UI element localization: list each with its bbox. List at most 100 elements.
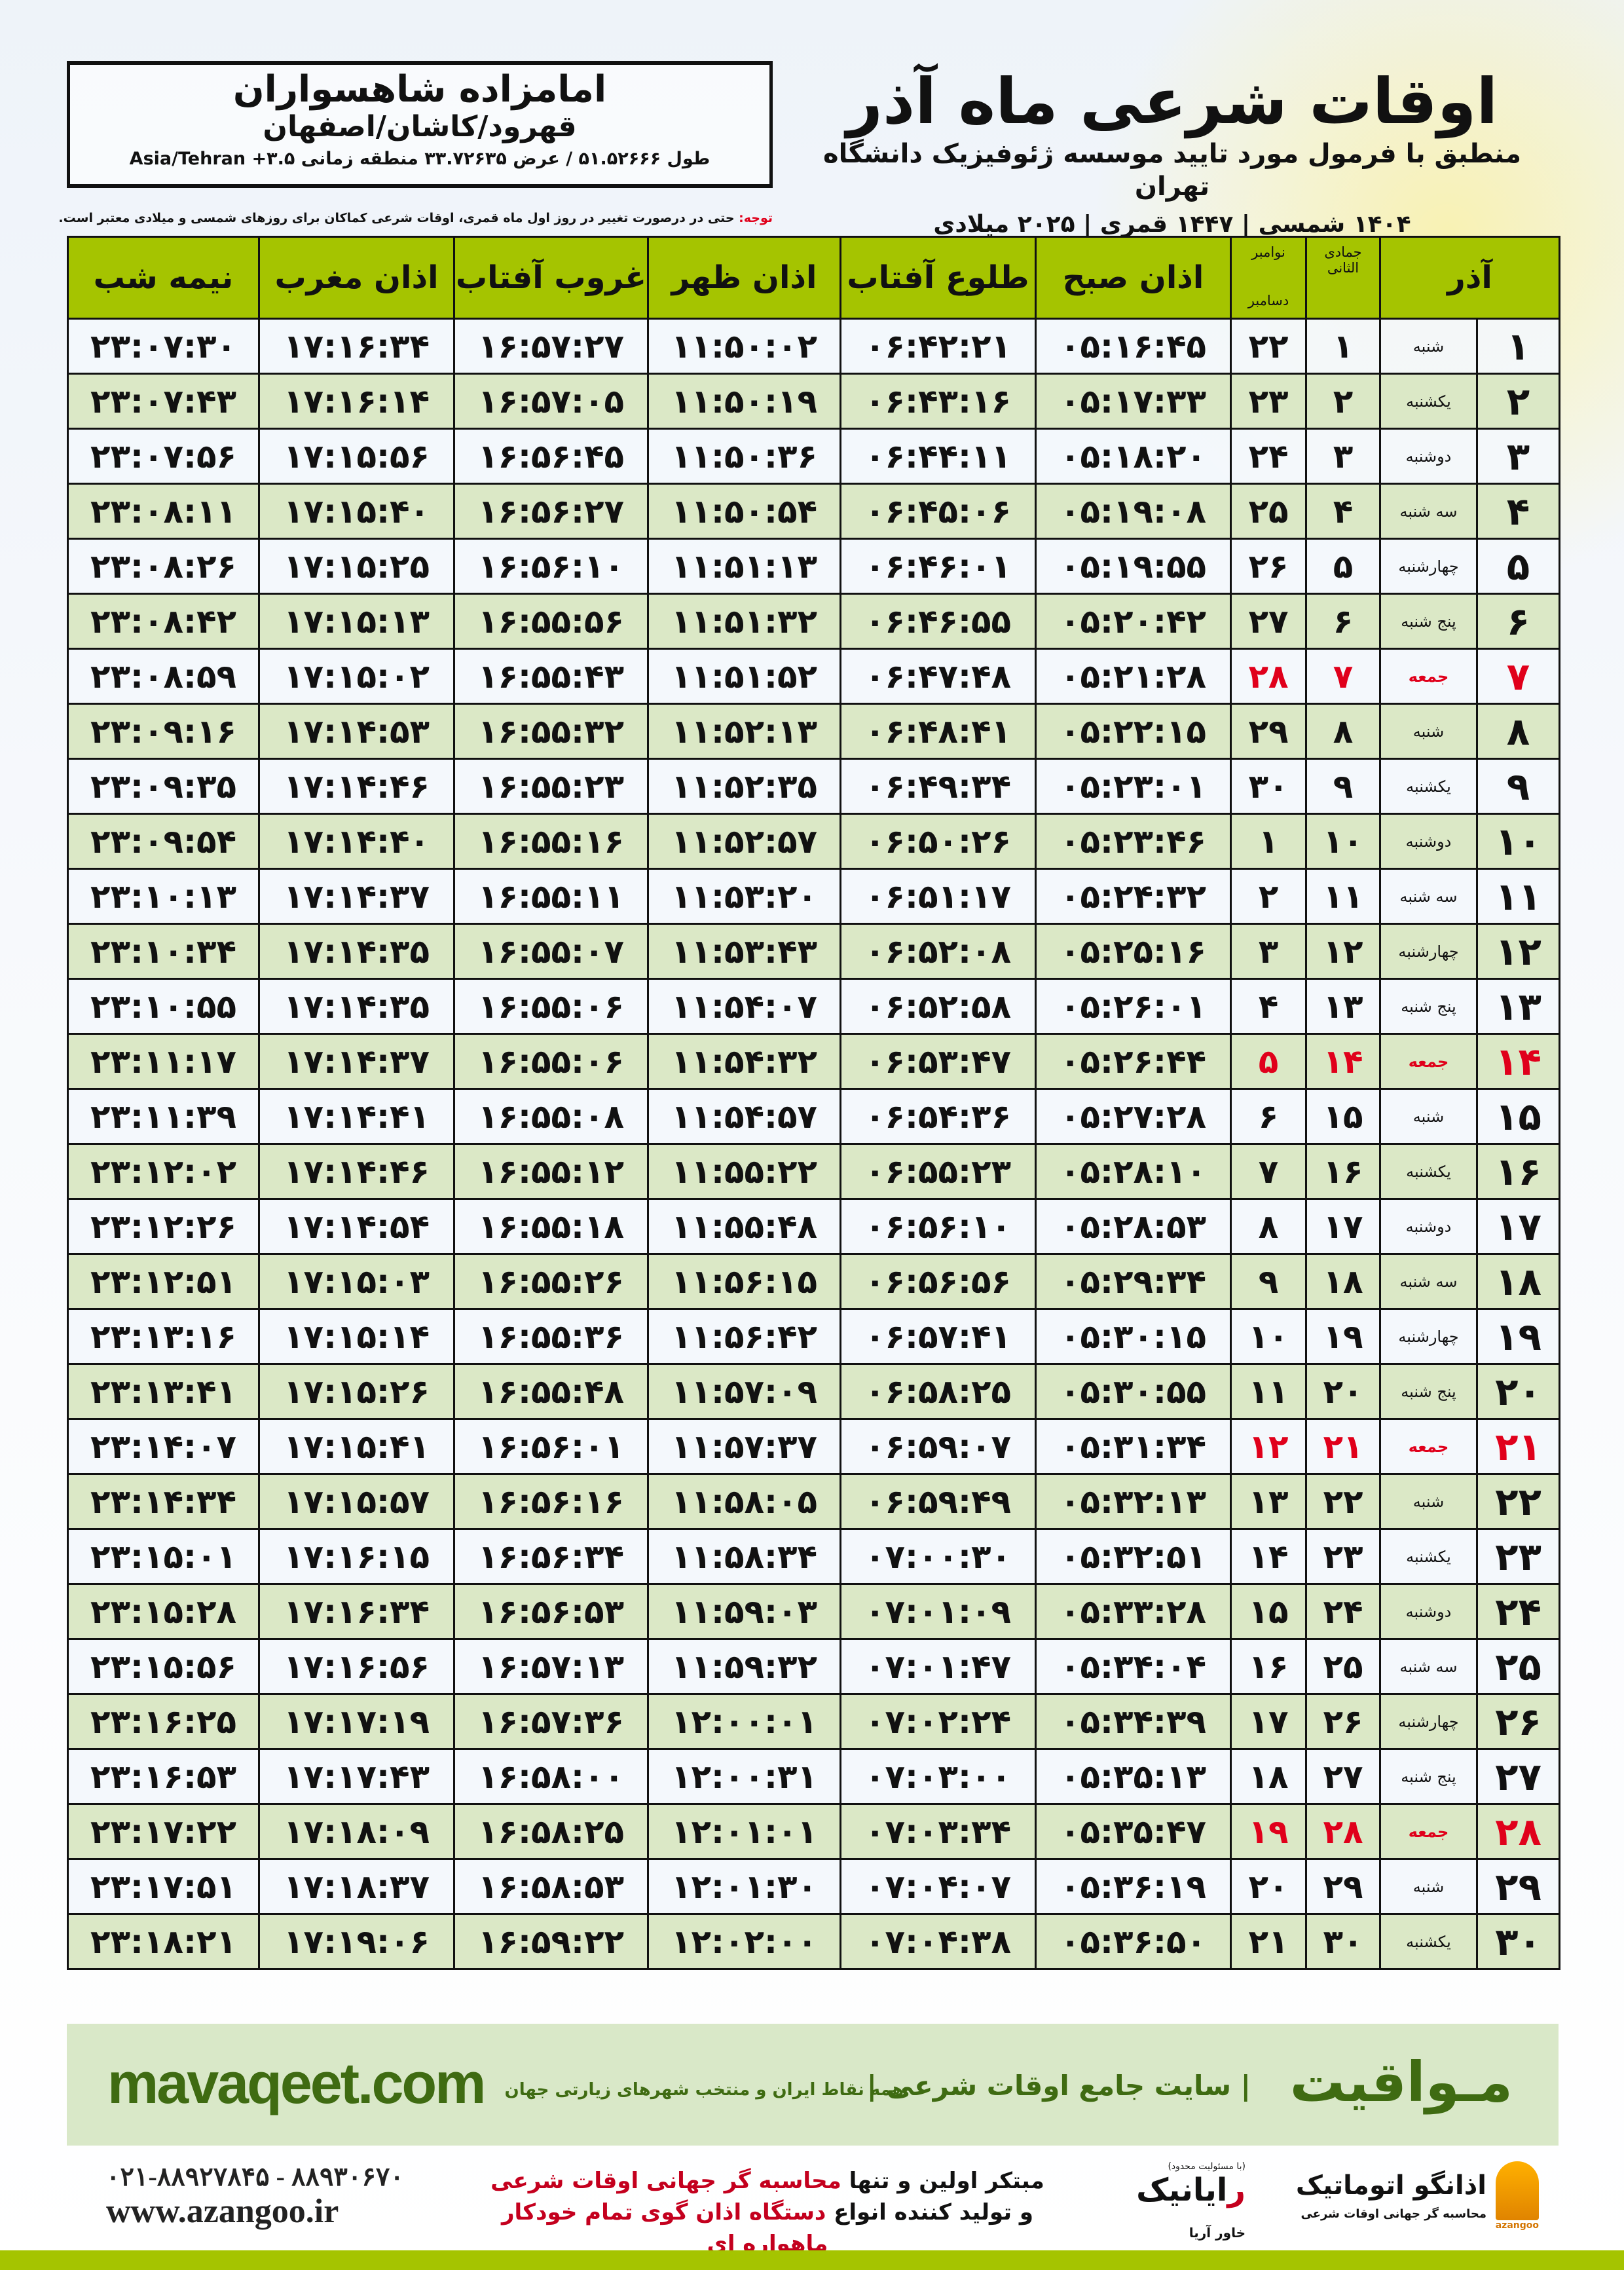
cell-weekday: شنبه bbox=[1379, 1088, 1478, 1145]
cell-sobh: ۰۵:۱۸:۲۰ bbox=[1035, 428, 1232, 485]
cell-day: ۲۷ bbox=[1476, 1748, 1560, 1805]
cell-weekday: پنج شنبه bbox=[1379, 978, 1478, 1035]
cell-nimeshab: ۲۳:۰۸:۵۹ bbox=[67, 648, 260, 705]
cell-zohr: ۱۱:۵۴:۳۲ bbox=[647, 1033, 841, 1090]
cell-day: ۱۲ bbox=[1476, 923, 1560, 980]
table-row: ۵ چهارشنبه ۵ ۲۶ ۰۵:۱۹:۵۵ ۰۶:۴۶:۰۱ ۱۱:۵۱:۱۳ ۱۶:۵… bbox=[67, 538, 1560, 595]
cell-ghorub: ۱۶:۵۵:۳۲ bbox=[453, 703, 649, 760]
azangoo-logo: azangoo اذانگو اتوماتیک محاسبه گر جهانی … bbox=[1264, 2161, 1539, 2233]
cell-day: ۸ bbox=[1476, 703, 1560, 760]
cell-maghrib: ۱۷:۱۵:۵۶ bbox=[258, 428, 455, 485]
cell-ghorub: ۱۶:۵۶:۰۱ bbox=[453, 1418, 649, 1475]
cell-day: ۹ bbox=[1476, 758, 1560, 815]
cell-qamari: ۱۵ bbox=[1305, 1088, 1381, 1145]
cell-day: ۲۹ bbox=[1476, 1858, 1560, 1915]
cell-qamari: ۳ bbox=[1305, 428, 1381, 485]
cell-ghorub: ۱۶:۵۵:۱۱ bbox=[453, 868, 649, 925]
cell-nimeshab: ۲۳:۱۱:۱۷ bbox=[67, 1033, 260, 1090]
cell-ghorub: ۱۶:۵۵:۰۶ bbox=[453, 1033, 649, 1090]
cell-nimeshab: ۲۳:۱۰:۱۳ bbox=[67, 868, 260, 925]
cell-weekday: سه شنبه bbox=[1379, 483, 1478, 540]
promo-line1-b: محاسبه گر جهانی اوقات شرعی bbox=[490, 2168, 841, 2194]
cell-weekday: شنبه bbox=[1379, 1858, 1478, 1915]
cell-maghrib: ۱۷:۱۵:۱۴ bbox=[258, 1308, 455, 1365]
cell-qamari: ۲۶ bbox=[1305, 1693, 1381, 1750]
mavaqeet-logo: مـواقیت bbox=[1289, 2050, 1513, 2114]
cell-ghorub: ۱۶:۵۸:۰۰ bbox=[453, 1748, 649, 1805]
cell-zohr: ۱۱:۵۰:۰۲ bbox=[647, 318, 841, 375]
promo-line2-b: دستگاه اذان گوی تمام خودکار ماهواره ای bbox=[501, 2199, 828, 2257]
rayanik-name: ایانیک bbox=[1136, 2172, 1228, 2208]
cell-nimeshab: ۲۳:۱۷:۵۱ bbox=[67, 1858, 260, 1915]
contact-info: ۰۲۱-۸۸۹۲۷۸۴۵ - ۸۸۹۳۰۶۷۰ www.azangoo.ir bbox=[106, 2161, 404, 2231]
cell-zohr: ۱۱:۵۸:۰۵ bbox=[647, 1473, 841, 1530]
cell-zohr: ۱۱:۵۹:۳۲ bbox=[647, 1638, 841, 1695]
cell-day: ۶ bbox=[1476, 593, 1560, 650]
rayanik-sub: خاور آریا bbox=[1189, 2225, 1246, 2241]
cell-day: ۲۰ bbox=[1476, 1363, 1560, 1420]
azangoo-sub: محاسبه گر جهانی اوقات شرعی bbox=[1301, 2207, 1486, 2221]
cell-qamari: ۱۹ bbox=[1305, 1308, 1381, 1365]
cell-miladi: ۲۷ bbox=[1230, 593, 1307, 650]
cell-qamari: ۲۷ bbox=[1305, 1748, 1381, 1805]
header-qamari-label: جمادی الثانی bbox=[1324, 244, 1362, 276]
cell-sobh: ۰۵:۲۶:۰۱ bbox=[1035, 978, 1232, 1035]
cell-sobh: ۰۵:۳۴:۳۹ bbox=[1035, 1693, 1232, 1750]
cell-miladi: ۲۲ bbox=[1230, 318, 1307, 375]
cell-tolu: ۰۷:۰۰:۳۰ bbox=[840, 1528, 1037, 1585]
cell-qamari: ۲۲ bbox=[1305, 1473, 1381, 1530]
cell-zohr: ۱۱:۵۴:۵۷ bbox=[647, 1088, 841, 1145]
table-row: ۱۷ دوشنبه ۱۷ ۸ ۰۵:۲۸:۵۳ ۰۶:۵۶:۱۰ ۱۱:۵۵:۴۸ ۱۶:۵۵… bbox=[67, 1198, 1560, 1255]
cell-weekday: پنج شنبه bbox=[1379, 593, 1478, 650]
cell-day: ۳ bbox=[1476, 428, 1560, 485]
shrine-name: امامزاده شاهسواران bbox=[232, 68, 607, 111]
cell-sobh: ۰۵:۳۵:۱۳ bbox=[1035, 1748, 1232, 1805]
cell-nimeshab: ۲۳:۱۴:۰۷ bbox=[67, 1418, 260, 1475]
cell-miladi: ۳۰ bbox=[1230, 758, 1307, 815]
cell-zohr: ۱۱:۵۲:۳۵ bbox=[647, 758, 841, 815]
cell-miladi: ۷ bbox=[1230, 1143, 1307, 1200]
cell-qamari: ۱ bbox=[1305, 318, 1381, 375]
cell-zohr: ۱۲:۰۱:۳۰ bbox=[647, 1858, 841, 1915]
cell-maghrib: ۱۷:۱۴:۳۷ bbox=[258, 1033, 455, 1090]
cell-day: ۲۵ bbox=[1476, 1638, 1560, 1695]
cell-miladi: ۲۶ bbox=[1230, 538, 1307, 595]
cell-zohr: ۱۱:۵۰:۱۹ bbox=[647, 373, 841, 430]
cell-sobh: ۰۵:۲۲:۱۵ bbox=[1035, 703, 1232, 760]
cell-maghrib: ۱۷:۱۵:۴۱ bbox=[258, 1418, 455, 1475]
cell-day: ۱۷ bbox=[1476, 1198, 1560, 1255]
page-title: اوقات شرعی ماه آذر bbox=[846, 65, 1498, 138]
minaret-icon bbox=[1496, 2161, 1539, 2220]
table-row: ۲۶ چهارشنبه ۲۶ ۱۷ ۰۵:۳۴:۳۹ ۰۷:۰۲:۲۴ ۱۲:۰۰:۰۱ ۱۶… bbox=[67, 1693, 1560, 1750]
cell-nimeshab: ۲۳:۱۵:۲۸ bbox=[67, 1583, 260, 1640]
note-text: حتی در درصورت تغییر در روز اول ماه قمری،… bbox=[58, 211, 739, 225]
banner-website-link[interactable]: mavaqeet.com bbox=[107, 2051, 486, 2115]
cell-nimeshab: ۲۳:۰۹:۱۶ bbox=[67, 703, 260, 760]
header-miladi: نوامبر دسامبر bbox=[1230, 236, 1307, 320]
cell-sobh: ۰۵:۳۱:۳۴ bbox=[1035, 1418, 1232, 1475]
cell-tolu: ۰۶:۴۵:۰۶ bbox=[840, 483, 1037, 540]
cell-zohr: ۱۱:۵۶:۱۵ bbox=[647, 1253, 841, 1310]
cell-day: ۲۶ bbox=[1476, 1693, 1560, 1750]
azangoo-website-link[interactable]: www.azangoo.ir bbox=[106, 2193, 339, 2230]
cell-weekday: چهارشنبه bbox=[1379, 538, 1478, 595]
cell-maghrib: ۱۷:۱۴:۳۵ bbox=[258, 923, 455, 980]
title-block: اوقات شرعی ماه آذر منطبق با فرمول مورد ت… bbox=[805, 65, 1539, 242]
cell-miladi: ۲۰ bbox=[1230, 1858, 1307, 1915]
cell-day: ۱۴ bbox=[1476, 1033, 1560, 1090]
cell-zohr: ۱۱:۵۰:۵۴ bbox=[647, 483, 841, 540]
cell-zohr: ۱۱:۵۱:۵۲ bbox=[647, 648, 841, 705]
table-row: ۶ پنج شنبه ۶ ۲۷ ۰۵:۲۰:۴۲ ۰۶:۴۶:۵۵ ۱۱:۵۱:۳۲ ۱۶:۵… bbox=[67, 593, 1560, 650]
cell-ghorub: ۱۶:۵۶:۵۳ bbox=[453, 1583, 649, 1640]
table-row: ۲۹ شنبه ۲۹ ۲۰ ۰۵:۳۶:۱۹ ۰۷:۰۴:۰۷ ۱۲:۰۱:۳۰ ۱۶:۵۸:… bbox=[67, 1858, 1560, 1915]
rayanik-logo: (با مسئولیت محدود) رایانیک خاور آریا bbox=[1115, 2161, 1246, 2241]
cell-tolu: ۰۶:۵۳:۴۷ bbox=[840, 1033, 1037, 1090]
page-subtitle: منطبق با فرمول مورد تایید موسسه ژئوفیزیک… bbox=[823, 139, 1521, 202]
cell-sobh: ۰۵:۲۱:۲۸ bbox=[1035, 648, 1232, 705]
cell-ghorub: ۱۶:۵۸:۵۳ bbox=[453, 1858, 649, 1915]
header-tolu: طلوع آفتاب bbox=[840, 236, 1037, 320]
header-miladi-bottom: دسامبر bbox=[1247, 293, 1289, 308]
cell-day: ۲۸ bbox=[1476, 1803, 1560, 1860]
cell-miladi: ۴ bbox=[1230, 978, 1307, 1035]
table-row: ۲۷ پنج شنبه ۲۷ ۱۸ ۰۵:۳۵:۱۳ ۰۷:۰۳:۰۰ ۱۲:۰۰:۳۱ ۱۶… bbox=[67, 1748, 1560, 1805]
